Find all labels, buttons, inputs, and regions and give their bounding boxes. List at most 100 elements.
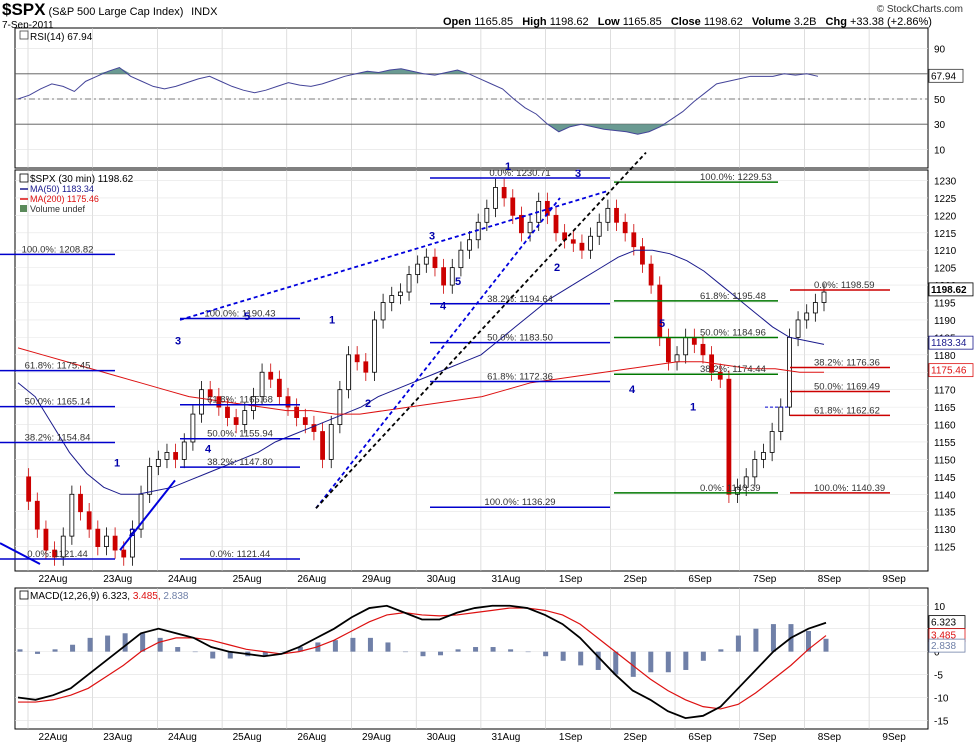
price-y-tick: 1150 [934,455,956,466]
price-candle-body [484,207,490,223]
price-candle-body [622,221,628,234]
price-candle-body [207,389,213,398]
price-candle-body [406,274,412,293]
price-panel-frame [14,169,929,572]
price-candle-body [467,239,472,251]
wave-label: 2 [129,527,135,539]
wave-label: 1 [114,457,120,469]
price-y-tick: 1130 [934,525,956,536]
price-candle-body [570,239,576,244]
x-tick-label: 24Aug [168,574,197,585]
price-candle-body [346,354,351,391]
macd-hist-bar [385,642,391,652]
macd-hist-bar [420,651,426,657]
fib-level-label: 38.2%: 1154.84 [25,433,91,444]
x-tick-label: 9Sep [882,574,906,585]
rsi-y-tick: 50 [934,95,946,106]
fib-level-label: 38.2%: 1194.64 [487,294,553,305]
macd-hist-bar [753,628,759,652]
fib-level-label: 61.8%: 1172.36 [487,371,553,382]
price-candle-body [596,221,602,237]
price-candle-body [804,312,810,321]
price-candle-body [302,417,308,425]
fib-level-label: 0.0%: 1121.44 [210,549,271,560]
chg-label: Chg [825,16,847,28]
price-candle-body [26,476,32,502]
ticker-name: (S&P 500 Large Cap Index) [48,6,184,18]
wave-label: 1 [505,161,511,173]
low-value: 1165.85 [622,16,662,28]
open-value: 1165.85 [474,16,514,28]
macd-hist-bar [823,638,829,652]
macd-legend-swatch [19,590,29,600]
price-candle-body [527,221,533,234]
macd-hist-bar [297,647,303,652]
price-y-tick: 1230 [934,176,957,187]
price-candle-body [164,452,170,460]
price-y-tick: 1155 [934,438,956,449]
close-value: 1198.62 [703,16,743,28]
fib-level-label: 38.2%: 1176.36 [814,358,880,369]
macd-hist-bar [718,649,724,652]
macd-hist-bar [613,651,619,675]
macd-hist-bar [140,633,146,652]
price-candle-body [69,493,75,537]
x-tick-label: 1Sep [559,574,583,585]
price-candle-body [181,441,187,460]
price-candle-body [449,267,455,286]
macd-hist-bar [805,630,811,652]
macd-hist-bar [700,651,706,661]
price-candle-body [363,361,369,373]
price-candle-body [372,319,377,373]
price-legend-swatch [19,173,29,183]
macd-hist-bar [770,624,776,652]
macd-signal-line [18,607,827,710]
macd-hist-bar [262,651,268,657]
price-candle-body [112,535,118,551]
x-tick-label: 6Sep [688,732,712,743]
rsi-y-tick: 10 [934,145,946,156]
price-candle-body [311,424,317,432]
macd-hist-bar [683,651,689,670]
fib-level-label: 0.0%: 1230.71 [489,168,550,179]
x-tick-label: 30Aug [427,574,456,585]
ticker-exchange: INDX [191,6,218,18]
price-candle-body [743,476,749,488]
price-candle-body [640,246,645,265]
volume-legend: Volume undef [30,204,86,214]
fib-level-label: 61.8%: 1175.45 [25,361,91,372]
x-tick-label: 8Sep [818,574,842,585]
price-candle-body [501,187,507,199]
macd-hist-bar [402,651,408,653]
price-candle-body [320,431,325,460]
macd-hist-bar [70,644,76,652]
macd-hist-bar [227,651,233,659]
wave-label: 4 [629,384,636,396]
fib-level-label: 0.0%: 1121.44 [27,549,88,560]
price-y-tick: 1180 [934,351,956,362]
wave-label: 1 [690,402,696,414]
chart-date: 7-Sep-2011 [2,20,54,31]
rsi-legend-swatch [19,30,29,40]
price-candle-body [285,396,291,408]
price-candle-body [268,371,274,380]
x-tick-label: 29Aug [362,732,391,743]
price-candle-body [294,406,300,418]
wave-label: 2 [554,262,560,274]
rsi-y-tick: 30 [934,120,946,131]
price-candle-body [579,242,585,251]
x-tick-label: 7Sep [753,574,777,585]
rsi-value-text: 67.94 [931,71,956,82]
macd-y-tick: -15 [934,716,949,727]
wave-label: 5 [659,318,665,330]
macd-hist-bar [175,647,181,652]
macd-hist-bar [508,649,514,652]
fib-level-label: 0.0%: 1140.39 [700,483,761,494]
ticker-title: $SPX (S&P 500 Large Cap Index) INDX [2,0,217,20]
wave-label: 4 [205,443,212,455]
price-badge-box [928,282,974,297]
macd-legend-signal: 3.485, [133,591,164,602]
macd-hist-bar [367,637,373,652]
price-candle-body [328,424,334,460]
volume-label: Volume [751,16,791,28]
